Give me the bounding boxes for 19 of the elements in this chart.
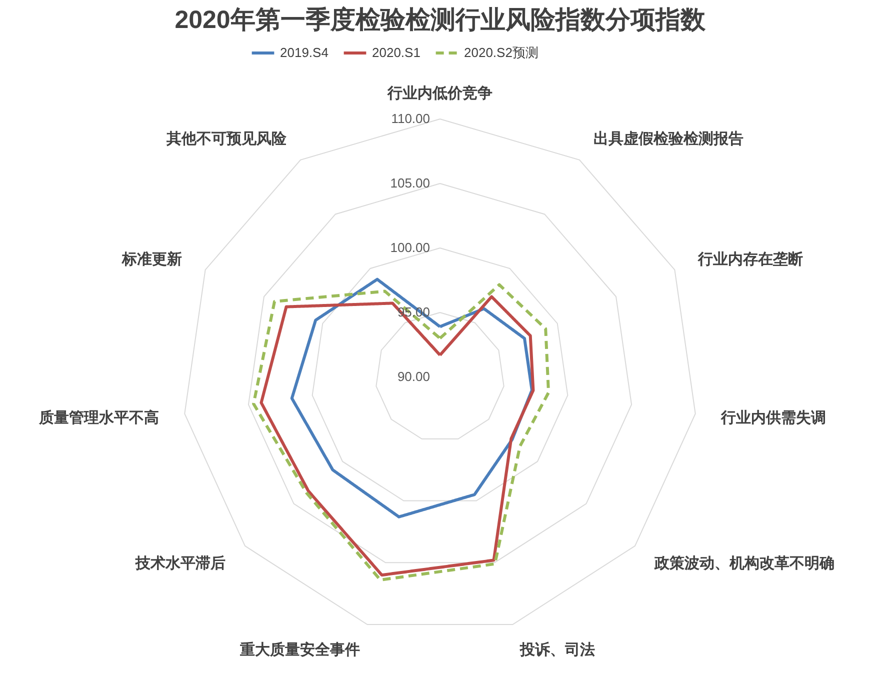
y-tick-label: 105.00 [390, 176, 430, 190]
spoke-label: 行业内存在垄断 [697, 251, 804, 268]
legend-label: 2020.S1 [372, 45, 420, 60]
spoke-label: 行业内低价竞争 [386, 84, 492, 102]
spoke-label: 标准更新 [120, 250, 182, 268]
spoke-label: 其他不可预见风险 [166, 130, 288, 148]
y-tick-label: 100.00 [390, 240, 430, 255]
spoke-label: 政策波动、机构改革不明确 [653, 554, 834, 572]
legend-label: 2020.S2预测 [464, 45, 538, 60]
spoke-label: 投诉、司法 [518, 641, 595, 658]
spoke-label: 出具虚假检验检测报告 [593, 130, 744, 148]
y-tick-label: 90.00 [397, 369, 430, 384]
spoke-label: 技术水平滞后 [134, 554, 226, 572]
chart-title: 2020年第一季度检验检测行业风险指数分项指数 [174, 6, 706, 34]
spoke-label: 行业内供需失调 [720, 409, 826, 426]
spoke-label: 重大质量安全事件 [239, 640, 360, 658]
y-tick-label: 110.00 [391, 111, 430, 126]
spoke-label: 质量管理水平不高 [38, 408, 160, 426]
legend-label: 2019.S4 [280, 45, 328, 60]
